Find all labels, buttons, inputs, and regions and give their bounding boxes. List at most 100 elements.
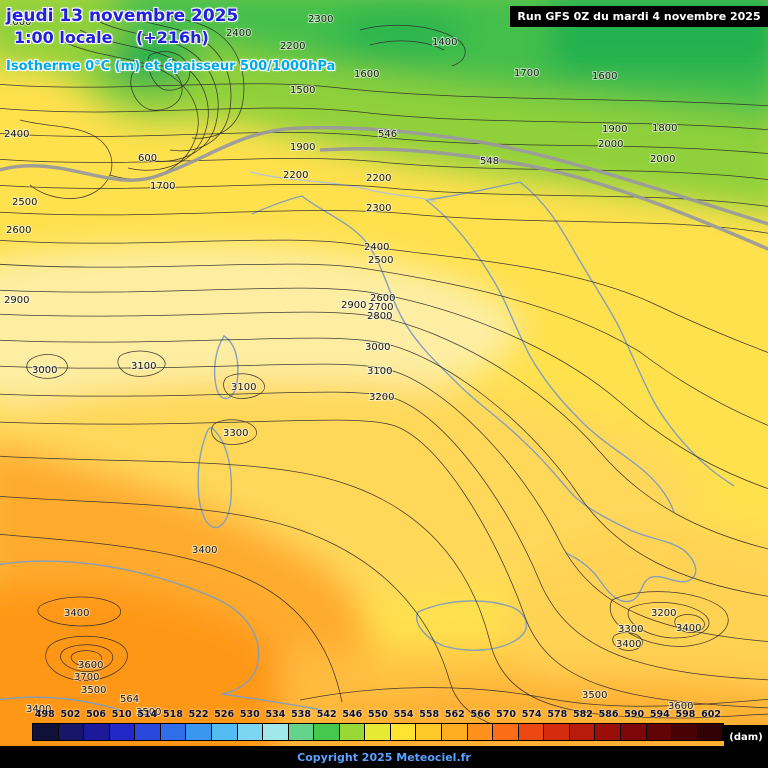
scale-color-cell <box>697 724 724 740</box>
scale-value: 514 <box>137 709 158 720</box>
po-river <box>249 171 437 203</box>
contour-label: 1700 <box>150 181 175 192</box>
scale-color-cell <box>160 724 187 740</box>
contour-label: 3000 <box>32 365 57 376</box>
contour-label: 3000 <box>365 342 390 353</box>
contour-label: 2400 <box>4 129 29 140</box>
run-info-text: Run GFS 0Z du mardi 4 novembre 2025 <box>517 10 761 23</box>
contour-label: 3100 <box>131 361 156 372</box>
scale-value: 598 <box>675 709 696 720</box>
ligurian-coastline <box>251 195 303 215</box>
scale-color-cell <box>365 724 391 740</box>
italy-west-coastline <box>301 195 697 603</box>
scale-value: 578 <box>547 709 568 720</box>
scale-color-cell <box>672 724 698 740</box>
contour-label: 3300 <box>223 428 248 439</box>
footer-bar: Copyright 2025 Meteociel.fr <box>0 746 768 768</box>
scale-value: 586 <box>598 709 619 720</box>
local-time-text: 1:00 locale <box>14 28 113 47</box>
scale-color-cell <box>390 724 417 740</box>
run-info-box: Run GFS 0Z du mardi 4 novembre 2025 <box>510 6 768 27</box>
scale-value: 502 <box>60 709 81 720</box>
scale-value: 602 <box>701 709 721 720</box>
contour-label: 548 <box>480 156 499 167</box>
north-adriatic-coastline <box>425 181 521 201</box>
scale-color-cell <box>135 724 161 740</box>
contour-label: 2000 <box>6 17 31 28</box>
contour-label: 2800 <box>367 311 392 322</box>
contour-lines <box>0 9 768 737</box>
contour-label: 564 <box>120 694 139 705</box>
contour-label: 1600 <box>354 69 379 80</box>
contour-label: 2000 <box>650 154 675 165</box>
scale-color-cell <box>58 724 85 740</box>
scale-value: 562 <box>444 709 465 720</box>
contour-label: 546 <box>378 129 397 140</box>
scale-value: 542 <box>316 709 337 720</box>
balkan-coastline <box>519 181 735 487</box>
scale-color-cell <box>416 724 442 740</box>
scale-value: 506 <box>86 709 106 720</box>
scale-color-cell <box>288 724 315 740</box>
scale-value: 546 <box>342 709 363 720</box>
time-text: 1:00 locale (+216h) <box>14 28 335 47</box>
scale-value: 534 <box>265 709 286 720</box>
scale-color-cell <box>646 724 673 740</box>
scale-value: 594 <box>649 709 670 720</box>
contour-label: 1500 <box>290 85 315 96</box>
contour-label: 3400 <box>64 608 89 619</box>
contour-label: 1600 <box>592 71 617 82</box>
scale-color-cell <box>595 724 621 740</box>
scale-color-cell <box>237 724 264 740</box>
scale-color-cell <box>569 724 596 740</box>
contour-label: 3400 <box>26 704 51 715</box>
contour-label: 1700 <box>514 68 539 79</box>
sardinia-coastline <box>197 427 233 529</box>
scale-color-cell <box>263 724 289 740</box>
africa-coastline-west <box>0 696 121 711</box>
italy-east-coastline <box>425 199 675 513</box>
contour-label: 2200 <box>280 41 305 52</box>
scale-color-cell <box>211 724 238 740</box>
scale-color-cell <box>493 724 519 740</box>
contour-label: 2600 <box>370 293 395 304</box>
contour-label: 3400 <box>192 545 217 556</box>
contour-label: 3500 <box>81 685 106 696</box>
contour-label: 2500 <box>12 197 37 208</box>
contour-label: 600 <box>138 153 157 164</box>
scale-color-cell <box>314 724 340 740</box>
contour-label: 3100 <box>231 382 256 393</box>
contour-labels: 2000 2400 2300 2200 1400 1600 1700 1600 1500 600 1… <box>3 13 702 719</box>
scale-value: 530 <box>239 709 260 720</box>
contour-label: 3100 <box>367 366 392 377</box>
scale-color-cell <box>186 724 212 740</box>
map-subtitle: Isotherme 0°C (m) et épaisseur 500/1000h… <box>6 59 336 74</box>
scale-color-cell <box>109 724 136 740</box>
scale-value: 522 <box>188 709 209 720</box>
africa-coastline <box>0 560 323 711</box>
scale-value: 574 <box>521 709 542 720</box>
scale-color-cell <box>467 724 494 740</box>
scale-value: 558 <box>419 709 440 720</box>
scale-cells <box>32 723 724 741</box>
contour-label: 2900 <box>4 295 29 306</box>
contour-label: 2000 <box>598 139 623 150</box>
scale-value: 582 <box>573 709 593 720</box>
scale-value: 498 <box>34 709 55 720</box>
contour-label: 3700 <box>74 672 99 683</box>
contour-label: 1900 <box>290 142 315 153</box>
contour-label: 2200 <box>283 170 308 181</box>
contour-label: 2600 <box>6 225 31 236</box>
contour-label: 3200 <box>651 608 676 619</box>
contour-label: 3200 <box>369 392 394 403</box>
scale-color-cell <box>620 724 647 740</box>
contour-label: 3400 <box>676 623 701 634</box>
scale-value: 518 <box>163 709 183 720</box>
contour-label: 3500 <box>582 690 607 701</box>
corsica-coastline <box>213 335 239 400</box>
thickness-lines <box>0 125 768 251</box>
scale-color-cell <box>339 724 366 740</box>
contour-label: 1400 <box>432 37 457 48</box>
